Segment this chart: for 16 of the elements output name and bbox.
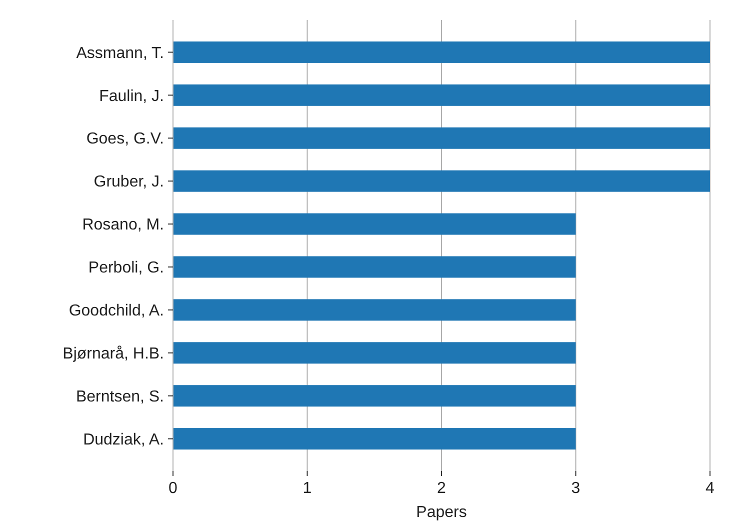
y-tick-label: Gruber, J.: [94, 174, 164, 191]
y-tick-label: Berntsen, S.: [76, 388, 164, 406]
y-tick-label: Dudziak, A.: [83, 431, 164, 448]
y-tick-label: Assmann, T.: [76, 44, 164, 62]
y-tick-label: Goes, G.V.: [86, 130, 164, 148]
y-tick-label: Bjørnarå, H.B.: [62, 345, 164, 362]
y-tick-label: Rosano, M.: [82, 216, 164, 234]
x-tick-label: 1: [302, 480, 312, 497]
y-tick-label: Perboli, G.: [88, 260, 164, 277]
x-tick-label: 3: [571, 480, 580, 497]
x-tick-label: 4: [706, 480, 715, 497]
x-tick-label: 2: [437, 480, 446, 497]
x-tick-label: 0: [168, 480, 178, 497]
y-tick-label: Goodchild, A.: [68, 302, 164, 320]
x-axis-title: Papers: [416, 504, 467, 521]
y-tick-label: Faulin, J.: [99, 88, 164, 105]
